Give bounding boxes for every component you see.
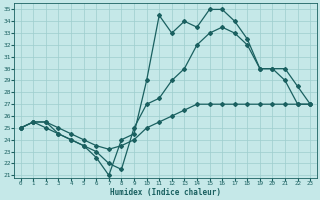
X-axis label: Humidex (Indice chaleur): Humidex (Indice chaleur) bbox=[110, 188, 221, 197]
